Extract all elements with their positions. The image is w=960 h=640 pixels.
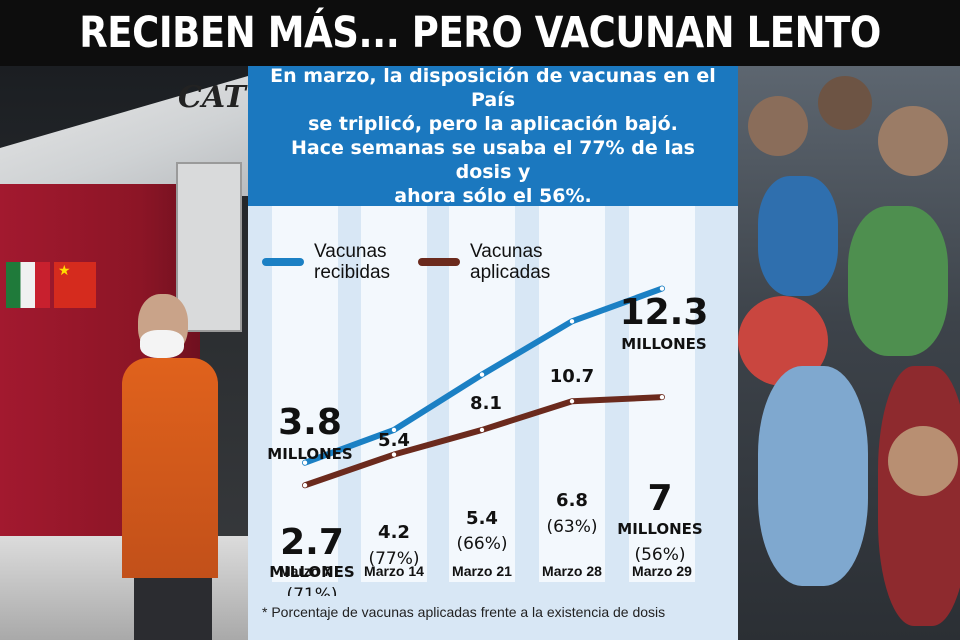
applied-percent-label: (56%) [634, 545, 685, 565]
received-value-label: 10.7 [550, 366, 594, 387]
applied-unit-label: MILLONES [617, 520, 702, 538]
legend-label: aplicadas [470, 262, 550, 283]
intro-line: se triplicó, pero la aplicación bajó. [308, 113, 678, 135]
data-point [302, 460, 308, 465]
vaccine-line-chart: Marzo 7 Marzo 14 Marzo 21 Marzo 28 Marzo 29 V… [262, 206, 709, 596]
data-point [479, 427, 485, 433]
applied-unit-label: MILLONES [269, 563, 354, 581]
crowd-figure [878, 106, 948, 176]
mexico-flag-icon [6, 262, 50, 308]
data-point [659, 394, 665, 400]
star-icon: ★ [58, 262, 71, 278]
intro-line: ahora sólo el 56%. [394, 185, 592, 207]
category-column [629, 206, 695, 582]
crowd-figure [848, 206, 948, 356]
data-point [659, 286, 665, 291]
received-unit-label: MILLONES [267, 445, 352, 463]
person-orange-sweater [122, 358, 218, 578]
legend-label: Vacunas [314, 241, 387, 262]
applied-value-label: 4.2 [378, 522, 410, 543]
infographic-panel: En marzo, la disposición de vacunas en e… [248, 64, 738, 640]
intro-line: Hace semanas se usaba el 77% de las dosi… [291, 137, 695, 183]
legend-label: recibidas [314, 262, 390, 283]
crowd-figure [758, 366, 868, 586]
x-tick-label: Marzo 21 [452, 563, 512, 579]
footnote: * Porcentaje de vacunas aplicadas frente… [262, 604, 666, 620]
intro-box: En marzo, la disposición de vacunas en e… [248, 64, 738, 208]
applied-value-label: 7 [647, 478, 672, 519]
photo-truck-official: CAT ★ [0, 66, 248, 640]
x-tick-label: Marzo 14 [364, 563, 424, 579]
crowd-figure [748, 96, 808, 156]
data-point [391, 427, 397, 433]
crowd-figure [878, 366, 960, 626]
applied-value-label: 2.7 [280, 522, 344, 563]
x-tick-label: Marzo 29 [632, 563, 692, 579]
face-mask-icon [140, 330, 184, 358]
headline: RECIBEN MÁS... PERO VACUNAN LENTO [79, 8, 881, 58]
applied-percent-label: (66%) [456, 534, 507, 554]
headline-bar: RECIBEN MÁS... PERO VACUNAN LENTO [0, 0, 960, 66]
x-tick-label: Marzo 7 [279, 563, 331, 579]
received-value-label: 12.3 [620, 292, 709, 333]
category-column [361, 206, 427, 582]
applied-percent-label: (63%) [546, 517, 597, 537]
applied-value-label: 6.8 [556, 490, 588, 511]
data-point [569, 319, 575, 324]
intro-line: En marzo, la disposición de vacunas en e… [270, 65, 716, 111]
applied-percent-label: (71%) [286, 585, 337, 596]
person-legs [134, 566, 212, 640]
crowd-figure [818, 76, 872, 130]
category-column [272, 206, 338, 582]
received-value-label: 3.8 [278, 402, 342, 443]
truck-control-panel [176, 162, 242, 332]
data-point [479, 372, 485, 377]
data-point [391, 452, 397, 457]
applied-value-label: 5.4 [466, 508, 498, 529]
data-point [569, 399, 575, 404]
x-tick-label: Marzo 28 [542, 563, 602, 579]
legend-label: Vacunas [470, 241, 543, 262]
applied-percent-label: (77%) [368, 549, 419, 569]
china-flag-icon [54, 262, 96, 308]
crowd-figure [888, 426, 958, 496]
category-column [449, 206, 515, 582]
crowd-figure [758, 176, 838, 296]
received-unit-label: MILLONES [621, 335, 706, 353]
category-column [539, 206, 605, 582]
intro-text: En marzo, la disposición de vacunas en e… [260, 64, 726, 208]
received-value-label: 8.1 [470, 393, 502, 414]
photo-crowd [738, 66, 960, 640]
truck-logo-text: CAT [178, 80, 246, 115]
received-value-label: 5.4 [378, 430, 410, 451]
data-point [302, 483, 308, 488]
